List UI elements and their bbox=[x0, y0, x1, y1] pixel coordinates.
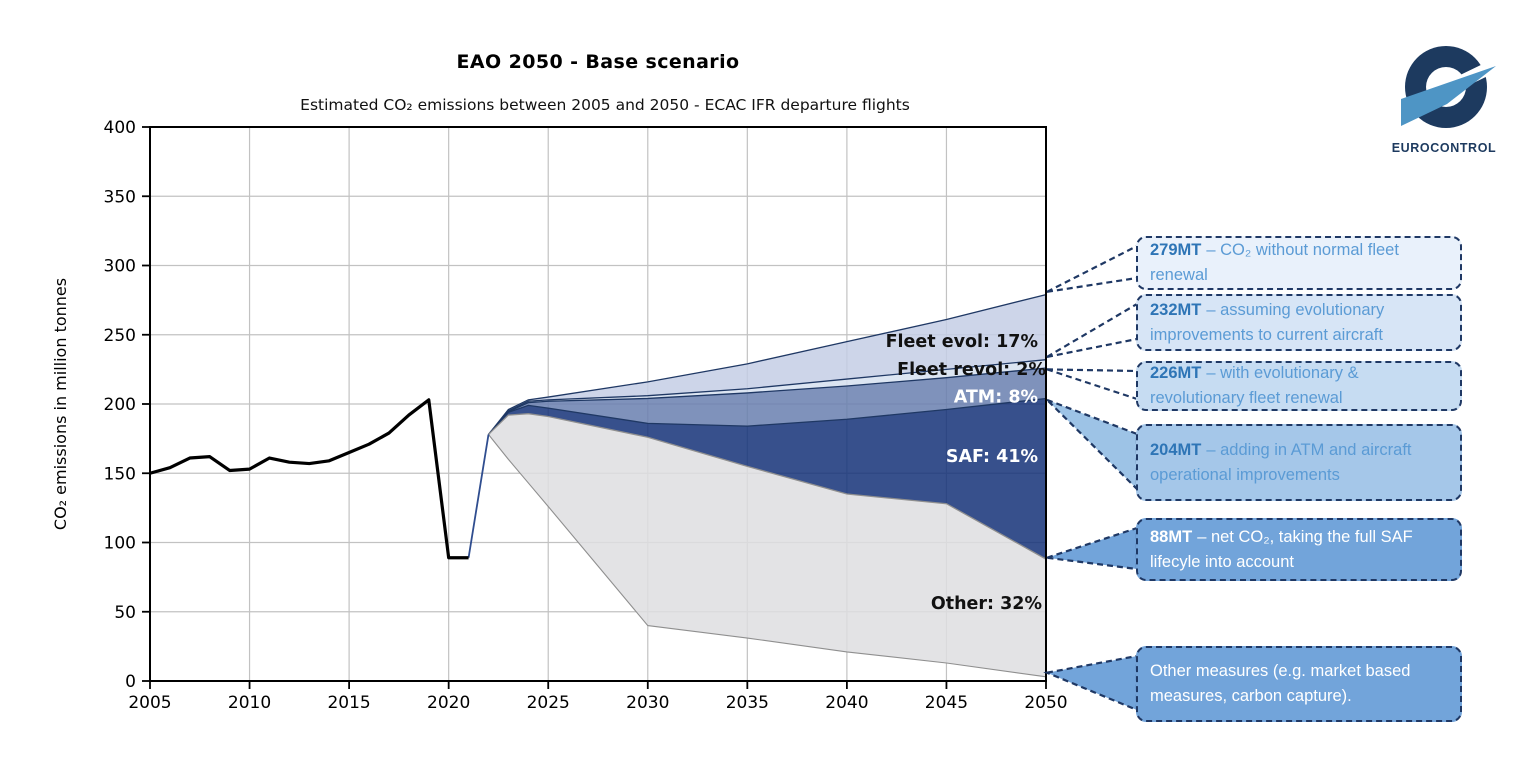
y-tick-label: 200 bbox=[104, 395, 136, 415]
x-tick-label: 2020 bbox=[427, 693, 470, 713]
fleet-evol-label: Fleet evol: 17% bbox=[886, 332, 1038, 352]
band-other-upper-line bbox=[488, 413, 1047, 560]
axis-ticks: 2005 2010 2015 2020 2025 2030 2035 2040 2045 2050… bbox=[104, 118, 1068, 713]
callout-232mt: 232MT – assuming evolutionary improvement… bbox=[1136, 294, 1462, 351]
fleet-revol-label: Fleet revol: 2% bbox=[897, 360, 1046, 380]
band-saf-upper-line bbox=[488, 397, 1047, 435]
callout-88mt: 88MT – net CO₂, taking the full SAF lifec… bbox=[1136, 518, 1462, 581]
y-tick-label: 400 bbox=[104, 118, 136, 138]
x-tick-label: 2030 bbox=[626, 693, 669, 713]
x-tick-label: 2010 bbox=[228, 693, 271, 713]
other-label: Other: 32% bbox=[931, 594, 1042, 614]
callout-other-text: Other measures (e.g. market based measur… bbox=[1150, 659, 1448, 709]
y-axis-title: CO₂ emissions in million tonnes bbox=[51, 278, 70, 530]
band-other bbox=[488, 413, 1046, 677]
callout-204mt-leader bbox=[1046, 398, 1139, 492]
band-saf bbox=[488, 398, 1046, 560]
x-tick-label: 2035 bbox=[726, 693, 769, 713]
callout-other-description: Other measures (e.g. market based measur… bbox=[1150, 662, 1411, 705]
x-tick-label: 2045 bbox=[925, 693, 968, 713]
band-atm-upper-line bbox=[487, 367, 1047, 435]
y-tick-label: 150 bbox=[104, 464, 136, 484]
callout-279mt-leader-top bbox=[1046, 245, 1138, 293]
x-tick-label: 2015 bbox=[327, 693, 370, 713]
callout-226mt-text: 226MT – with evolutionary & revolutionary… bbox=[1150, 361, 1448, 411]
y-tick-label: 250 bbox=[104, 326, 136, 346]
callout-88mt-leader bbox=[1046, 526, 1139, 571]
x-tick-label: 2050 bbox=[1024, 693, 1067, 713]
callout-88mt-description: – net CO₂, taking the full SAF lifecyle … bbox=[1150, 527, 1413, 571]
y-tick-label: 300 bbox=[104, 257, 136, 277]
saf-label: SAF: 41% bbox=[946, 447, 1038, 467]
y-tick-label: 350 bbox=[104, 187, 136, 207]
band-fleet-revol bbox=[488, 359, 1046, 435]
callout-88mt-text: 88MT – net CO₂, taking the full SAF lifec… bbox=[1150, 525, 1448, 575]
callout-226mt-value: 226MT bbox=[1150, 364, 1202, 383]
callout-leaders bbox=[1043, 245, 1139, 712]
projection-bands bbox=[488, 294, 1046, 677]
callout-226mt-leader-top bbox=[1046, 368, 1138, 373]
callout-204mt-text: 204MT – adding in ATM and aircraft operat… bbox=[1150, 438, 1448, 488]
callout-204mt: 204MT – adding in ATM and aircraft operat… bbox=[1136, 424, 1462, 501]
callout-other: Other measures (e.g. market based measur… bbox=[1136, 646, 1462, 722]
eurocontrol-logo: EUROCONTROL bbox=[1383, 42, 1505, 155]
callout-279mt-text: 279MT – CO₂ without normal fleet renewal bbox=[1150, 238, 1448, 288]
x-tick-label: 2025 bbox=[527, 693, 570, 713]
callout-other-leader bbox=[1043, 654, 1139, 712]
y-tick-label: 50 bbox=[114, 603, 136, 623]
callout-226mt-description: – with evolutionary & revolutionary flee… bbox=[1150, 364, 1359, 407]
band-fleet-revol-upper-line bbox=[487, 359, 1047, 435]
chart-title: EAO 2050 - Base scenario bbox=[456, 51, 740, 73]
callout-279mt: 279MT – CO₂ without normal fleet renewal bbox=[1136, 236, 1462, 290]
callout-226mt: 226MT – with evolutionary & revolutionary… bbox=[1136, 361, 1462, 411]
other-floor-line bbox=[488, 434, 1047, 678]
callout-279mt-leader-bottom bbox=[1046, 276, 1138, 293]
band-atm bbox=[488, 367, 1046, 435]
x-tick-label: 2040 bbox=[825, 693, 868, 713]
chart-subtitle: Estimated CO₂ emissions between 2005 and… bbox=[300, 96, 910, 114]
callout-226mt-leader-bottom bbox=[1046, 368, 1138, 401]
callout-232mt-leader-bottom bbox=[1046, 337, 1138, 358]
callout-232mt-leader-top bbox=[1046, 303, 1138, 358]
covid-recovery bbox=[467, 434, 490, 558]
y-tick-label: 100 bbox=[104, 534, 136, 554]
callout-204mt-description: – adding in ATM and aircraft operational… bbox=[1150, 440, 1412, 484]
x-tick-label: 2005 bbox=[128, 693, 171, 713]
callout-204mt-value: 204MT bbox=[1150, 440, 1202, 459]
atm-label: ATM: 8% bbox=[954, 388, 1038, 408]
boundary-lines bbox=[487, 293, 1047, 678]
eurocontrol-logo-mark bbox=[1383, 46, 1505, 128]
eurocontrol-wordmark: EUROCONTROL bbox=[1391, 141, 1497, 155]
band-fleet-evol-upper-line bbox=[487, 293, 1047, 435]
callout-88mt-value: 88MT bbox=[1150, 527, 1193, 546]
band-fleet-evol bbox=[488, 294, 1046, 435]
callout-232mt-text: 232MT – assuming evolutionary improvement… bbox=[1150, 298, 1448, 348]
callout-279mt-description: – CO₂ without normal fleet renewal bbox=[1150, 241, 1399, 284]
callout-232mt-description: – assuming evolutionary improvements to … bbox=[1150, 300, 1385, 344]
historical-emissions bbox=[149, 398, 469, 560]
callout-279mt-value: 279MT bbox=[1150, 241, 1202, 260]
y-tick-label: 0 bbox=[125, 672, 136, 692]
callout-232mt-value: 232MT bbox=[1150, 300, 1202, 319]
